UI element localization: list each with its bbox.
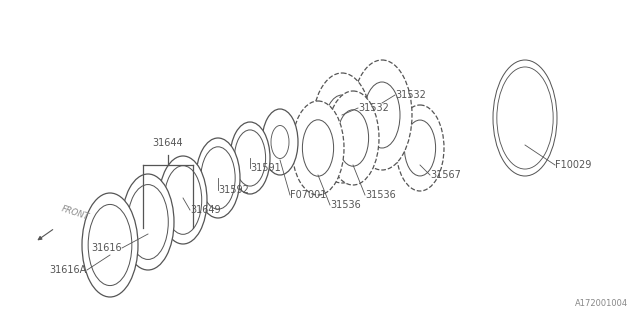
Text: 31536: 31536 — [365, 190, 396, 200]
Ellipse shape — [364, 82, 400, 148]
Ellipse shape — [234, 130, 266, 186]
Ellipse shape — [327, 91, 379, 185]
Ellipse shape — [262, 109, 298, 175]
Ellipse shape — [159, 156, 207, 244]
Ellipse shape — [230, 122, 270, 194]
Text: F07001: F07001 — [290, 190, 326, 200]
Ellipse shape — [292, 101, 344, 195]
Ellipse shape — [352, 60, 412, 170]
Text: 31567: 31567 — [430, 170, 461, 180]
Ellipse shape — [493, 60, 557, 176]
Ellipse shape — [88, 204, 132, 285]
Ellipse shape — [271, 125, 289, 158]
Text: 31532: 31532 — [358, 103, 389, 113]
Text: 31644: 31644 — [153, 138, 183, 148]
Text: 31649: 31649 — [190, 205, 221, 215]
Text: 31592: 31592 — [218, 185, 249, 195]
Text: 31532: 31532 — [395, 90, 426, 100]
Ellipse shape — [312, 73, 372, 183]
Text: 31536: 31536 — [330, 200, 361, 210]
Text: A172001004: A172001004 — [575, 299, 628, 308]
Text: F10029: F10029 — [555, 160, 591, 170]
Ellipse shape — [324, 95, 360, 161]
Text: 31591: 31591 — [250, 163, 281, 173]
Ellipse shape — [82, 193, 138, 297]
Ellipse shape — [201, 147, 235, 209]
Ellipse shape — [164, 166, 202, 234]
Text: 31616: 31616 — [92, 243, 122, 253]
Ellipse shape — [404, 120, 436, 176]
Ellipse shape — [128, 185, 168, 260]
Text: FRONT: FRONT — [60, 204, 90, 222]
Text: 31616A: 31616A — [50, 265, 87, 275]
Ellipse shape — [396, 105, 444, 191]
Ellipse shape — [337, 110, 369, 166]
Ellipse shape — [302, 120, 333, 176]
Ellipse shape — [122, 174, 174, 270]
Ellipse shape — [196, 138, 240, 218]
Ellipse shape — [497, 67, 553, 169]
